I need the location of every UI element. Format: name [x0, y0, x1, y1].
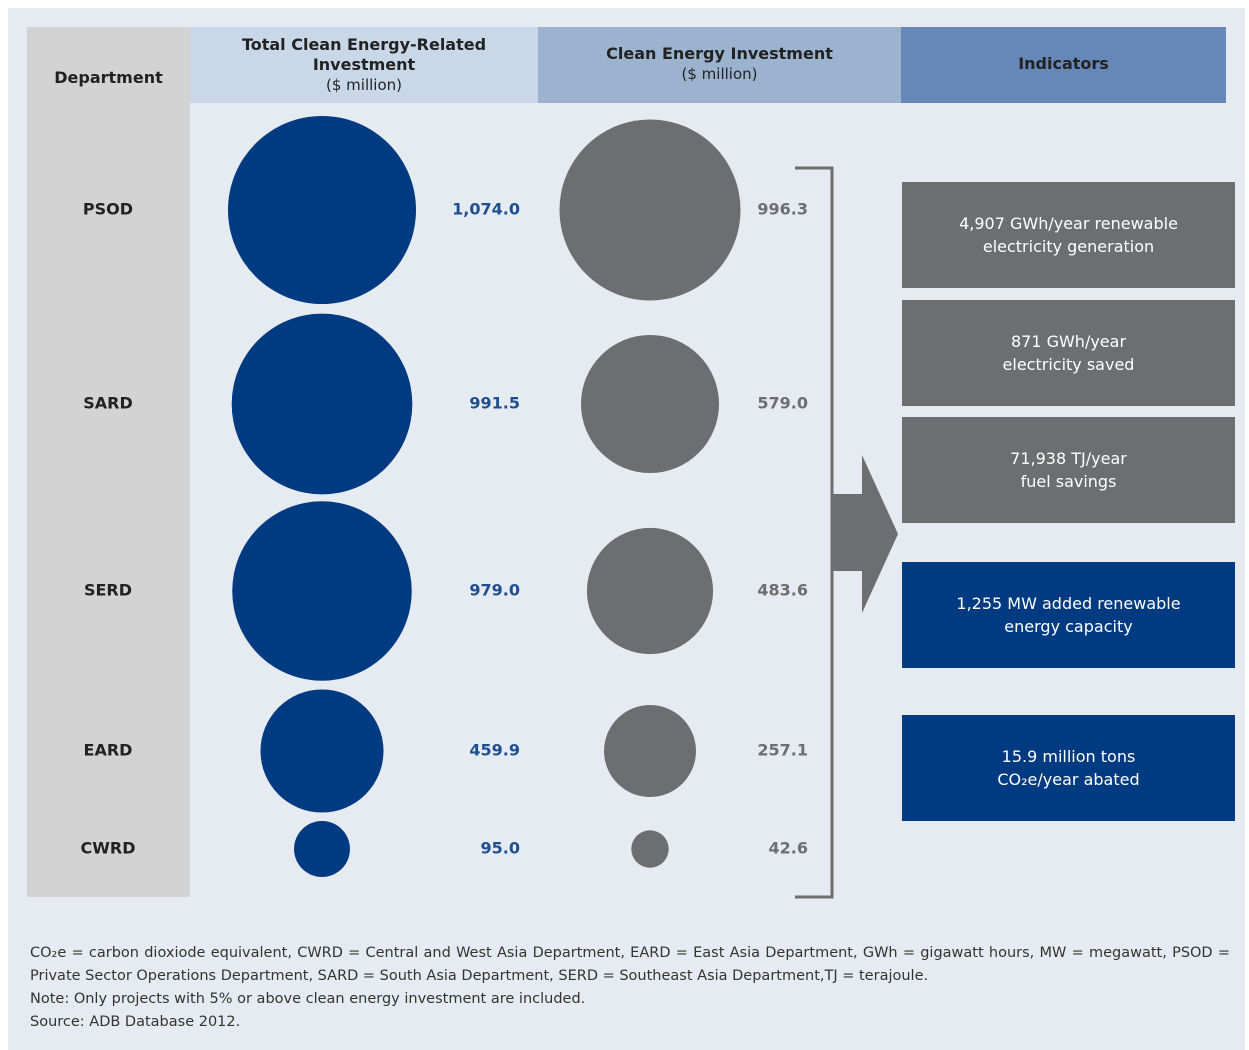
arrow [832, 455, 898, 613]
indicator-text: 1,255 MW added renewable [956, 594, 1181, 613]
indicator-text: energy capacity [1004, 617, 1133, 636]
bubble [231, 313, 413, 495]
bubble [260, 689, 384, 813]
indicator-text: electricity generation [982, 237, 1155, 256]
indicator-text: fuel savings [1020, 472, 1117, 491]
indicator-box: 1,255 MW added renewable energy capacity [902, 562, 1235, 668]
note-text: Source: ADB Database 2012. [30, 1014, 241, 1030]
value-label: 996.3 [757, 200, 808, 219]
value-label: 257.1 [757, 741, 808, 760]
bubble [580, 334, 720, 474]
header-unit: ($ million) [326, 76, 402, 94]
indicator-box: 871 GWh/year electricity saved [902, 300, 1235, 406]
header-text: Department [54, 67, 163, 87]
notes: CO₂e = carbon dioxiode equivalent, CWRD … [30, 942, 1230, 1034]
bubble [559, 119, 741, 301]
value-label: 483.6 [757, 581, 808, 600]
indicator-text: 4,907 GWh/year renewable [959, 214, 1178, 233]
indicator-text: electricity saved [1002, 355, 1135, 374]
indicator-text: 15.9 million tons [1001, 747, 1136, 766]
series-header: Total Clean Energy-Related Investment ($ … [190, 27, 538, 103]
header-text: Indicators [1018, 54, 1109, 73]
value-label: 459.9 [469, 741, 520, 760]
category-label: SERD [84, 581, 132, 600]
category-label: CWRD [81, 839, 136, 858]
bracket [795, 166, 834, 899]
value-label: 1,074.0 [452, 200, 520, 219]
category-label: SARD [83, 394, 133, 413]
bubble [228, 116, 416, 304]
indicator-box: 15.9 million tons CO₂e/year abated [902, 715, 1235, 821]
note-text: Note: Only projects with 5% or above cle… [30, 991, 586, 1007]
value-label: 979.0 [469, 581, 520, 600]
series-header: Clean Energy Investment ($ million) [538, 27, 901, 103]
header-text: Clean Energy Investment [606, 44, 833, 63]
value-label: 579.0 [757, 394, 808, 413]
value-label: 991.5 [469, 394, 520, 413]
bubble [294, 821, 350, 877]
bubble [604, 705, 696, 797]
category-label: EARD [84, 741, 133, 760]
indicator-text: 871 GWh/year [1010, 332, 1127, 351]
indicators-header: Indicators [901, 27, 1226, 103]
bubble [232, 501, 412, 681]
value-label: 42.6 [769, 839, 808, 858]
indicator-box: 4,907 GWh/year renewable electricity gene… [902, 182, 1235, 288]
note-text: CO₂e = carbon dioxiode equivalent, CWRD … [30, 945, 1230, 984]
department-column [27, 27, 190, 897]
header-text: Total Clean Energy-Related Investment [241, 35, 487, 74]
bubble [631, 830, 669, 868]
category-label: PSOD [83, 200, 133, 219]
indicator-text: 71,938 TJ/year [1010, 449, 1127, 468]
header-unit: ($ million) [681, 65, 758, 83]
value-label: 95.0 [481, 839, 520, 858]
bubble [586, 527, 714, 655]
indicator-text: CO₂e/year abated [997, 770, 1140, 789]
department-header: Department [27, 27, 190, 127]
indicator-box: 71,938 TJ/year fuel savings [902, 417, 1235, 523]
